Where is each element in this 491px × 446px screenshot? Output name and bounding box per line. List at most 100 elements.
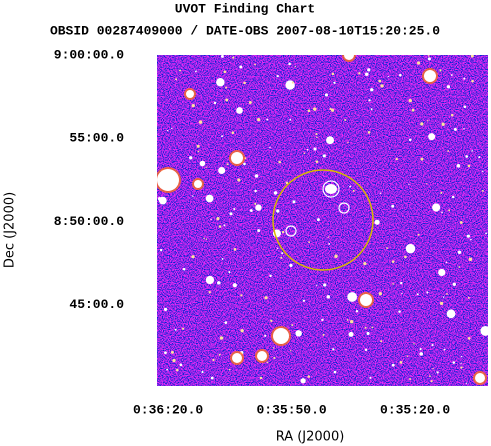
star bbox=[398, 310, 401, 313]
star bbox=[166, 368, 169, 371]
star bbox=[166, 130, 169, 132]
source-circle bbox=[285, 225, 297, 237]
star bbox=[228, 271, 231, 274]
star bbox=[192, 195, 194, 197]
y-tick-label: 45:00.0 bbox=[69, 297, 124, 312]
star bbox=[446, 293, 448, 295]
star bbox=[212, 358, 215, 362]
star bbox=[428, 133, 436, 141]
star bbox=[420, 157, 424, 161]
star bbox=[280, 256, 283, 259]
star bbox=[451, 195, 455, 199]
star bbox=[371, 326, 374, 329]
star bbox=[236, 107, 243, 114]
star bbox=[440, 191, 443, 194]
star bbox=[475, 373, 485, 383]
star bbox=[316, 218, 320, 222]
star bbox=[404, 255, 407, 259]
star bbox=[370, 108, 373, 111]
star bbox=[273, 356, 276, 359]
star bbox=[441, 211, 443, 214]
y-tick-label: 55:00.0 bbox=[69, 131, 124, 146]
star bbox=[201, 370, 204, 374]
star bbox=[398, 73, 402, 77]
star bbox=[344, 55, 354, 60]
star bbox=[391, 260, 395, 263]
star bbox=[322, 333, 325, 336]
star bbox=[460, 355, 463, 358]
star bbox=[439, 301, 444, 305]
star bbox=[364, 326, 367, 329]
star bbox=[259, 376, 263, 380]
star bbox=[438, 268, 446, 277]
star bbox=[453, 127, 457, 131]
chart-title: UVOT Finding Chart bbox=[175, 1, 315, 16]
star bbox=[427, 57, 431, 61]
star bbox=[467, 296, 470, 299]
star bbox=[232, 353, 242, 363]
sky-image bbox=[157, 55, 488, 386]
star bbox=[218, 353, 221, 356]
star bbox=[326, 136, 335, 145]
star bbox=[248, 101, 252, 104]
star bbox=[163, 307, 168, 311]
star bbox=[272, 347, 275, 349]
star bbox=[456, 164, 461, 168]
x-tick-label: 0:36:20.0 bbox=[133, 402, 203, 417]
star bbox=[240, 329, 244, 333]
star bbox=[408, 138, 412, 142]
star bbox=[465, 155, 469, 158]
star bbox=[249, 209, 253, 212]
star bbox=[174, 328, 177, 331]
star bbox=[307, 109, 311, 113]
star bbox=[256, 117, 261, 122]
star bbox=[197, 150, 200, 153]
star bbox=[379, 192, 382, 194]
star bbox=[229, 212, 233, 216]
star bbox=[391, 204, 395, 208]
star bbox=[378, 292, 383, 296]
star bbox=[426, 291, 429, 294]
star bbox=[254, 63, 256, 66]
star bbox=[220, 55, 224, 58]
star bbox=[315, 133, 318, 136]
star bbox=[439, 69, 442, 72]
star bbox=[347, 141, 349, 144]
star bbox=[445, 261, 448, 264]
star bbox=[352, 189, 355, 192]
star bbox=[218, 225, 222, 228]
star bbox=[216, 77, 225, 87]
star bbox=[470, 238, 472, 241]
star bbox=[424, 70, 436, 82]
star bbox=[431, 343, 434, 347]
error-circle bbox=[272, 169, 374, 271]
star bbox=[221, 135, 224, 138]
star bbox=[302, 299, 306, 302]
star bbox=[432, 203, 441, 212]
star bbox=[266, 118, 269, 121]
star bbox=[295, 330, 302, 337]
star bbox=[273, 191, 278, 195]
star bbox=[463, 105, 467, 109]
star bbox=[278, 160, 282, 164]
star bbox=[313, 107, 317, 111]
star bbox=[355, 310, 359, 313]
star bbox=[276, 247, 279, 250]
star bbox=[233, 247, 237, 251]
star bbox=[448, 209, 451, 212]
star bbox=[467, 337, 471, 340]
star bbox=[471, 150, 473, 152]
star bbox=[210, 376, 214, 380]
star bbox=[419, 352, 424, 356]
star bbox=[348, 331, 354, 337]
star bbox=[307, 375, 311, 378]
star bbox=[466, 382, 468, 384]
star bbox=[391, 363, 395, 367]
star bbox=[269, 146, 271, 149]
star bbox=[419, 347, 422, 351]
star bbox=[327, 236, 329, 238]
star bbox=[329, 107, 332, 110]
star bbox=[205, 166, 207, 168]
star bbox=[380, 84, 384, 88]
